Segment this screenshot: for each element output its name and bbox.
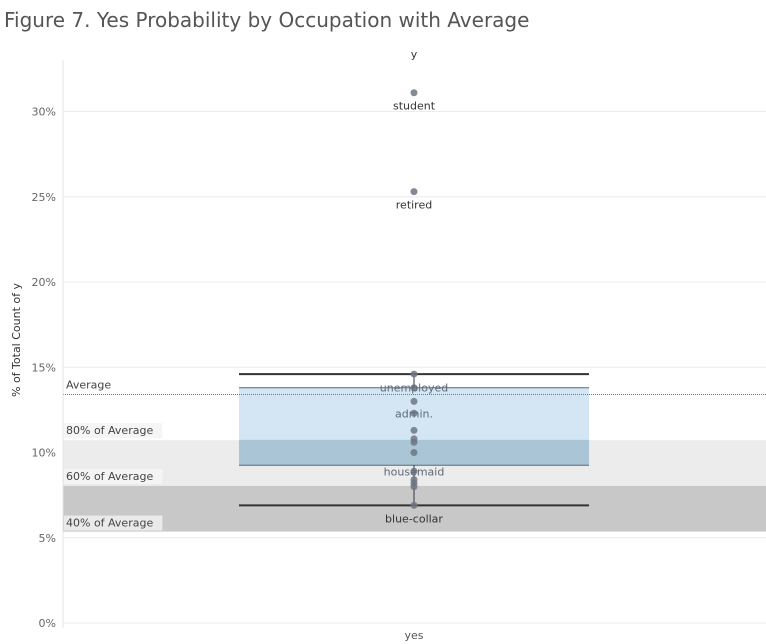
data-point	[410, 467, 418, 475]
data-point	[410, 370, 418, 378]
data-point	[410, 384, 418, 392]
band-label-background	[64, 515, 163, 531]
point-label: admin.	[395, 407, 433, 420]
data-points	[410, 89, 418, 509]
band-label: 40% of Average	[66, 517, 153, 530]
average-line-group: Average 80% of Average 60% of Average 40% o…	[63, 379, 766, 531]
data-point	[410, 89, 418, 97]
y-tick-label: 0%	[39, 617, 56, 630]
data-point	[410, 188, 418, 196]
data-point	[410, 397, 418, 405]
y-tick-label: 20%	[32, 276, 56, 289]
band-label-background	[64, 468, 163, 484]
data-point	[410, 438, 418, 446]
y-tick-label: 25%	[32, 191, 56, 204]
average-line-label: Average	[66, 379, 111, 392]
gridlines	[63, 111, 766, 624]
point-label: retired	[396, 199, 432, 212]
data-point	[410, 501, 418, 509]
y-tick-label: 30%	[32, 106, 56, 119]
y-axis: 0% 5% 10% 15% 20% 25% 30%	[32, 60, 64, 630]
data-point	[410, 409, 418, 417]
point-label: unemployed	[380, 382, 448, 395]
data-point	[410, 449, 418, 456]
point-labels: student retired unemployed admin. housemaid b…	[380, 100, 448, 526]
y-tick-label: 15%	[32, 361, 56, 374]
point-label: blue-collar	[385, 512, 443, 525]
y-tick-label: 5%	[39, 532, 56, 545]
data-point	[410, 426, 418, 434]
y-tick-label: 10%	[32, 447, 56, 460]
column-header: y	[411, 48, 418, 61]
x-category-label: yes	[404, 629, 423, 642]
band-label: 80% of Average	[66, 424, 153, 437]
band-label: 60% of Average	[66, 470, 153, 483]
band-label-background	[64, 423, 163, 439]
y-axis-title: % of Total Count of y	[10, 283, 23, 397]
point-label: housemaid	[384, 465, 445, 478]
data-point	[410, 483, 418, 491]
chart-title: Figure 7. Yes Probability by Occupation …	[4, 8, 530, 32]
point-label: student	[393, 100, 436, 113]
